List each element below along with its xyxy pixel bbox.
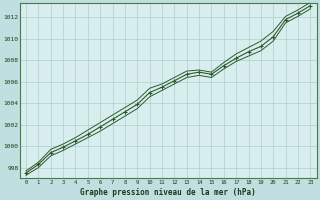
X-axis label: Graphe pression niveau de la mer (hPa): Graphe pression niveau de la mer (hPa) bbox=[80, 188, 256, 197]
